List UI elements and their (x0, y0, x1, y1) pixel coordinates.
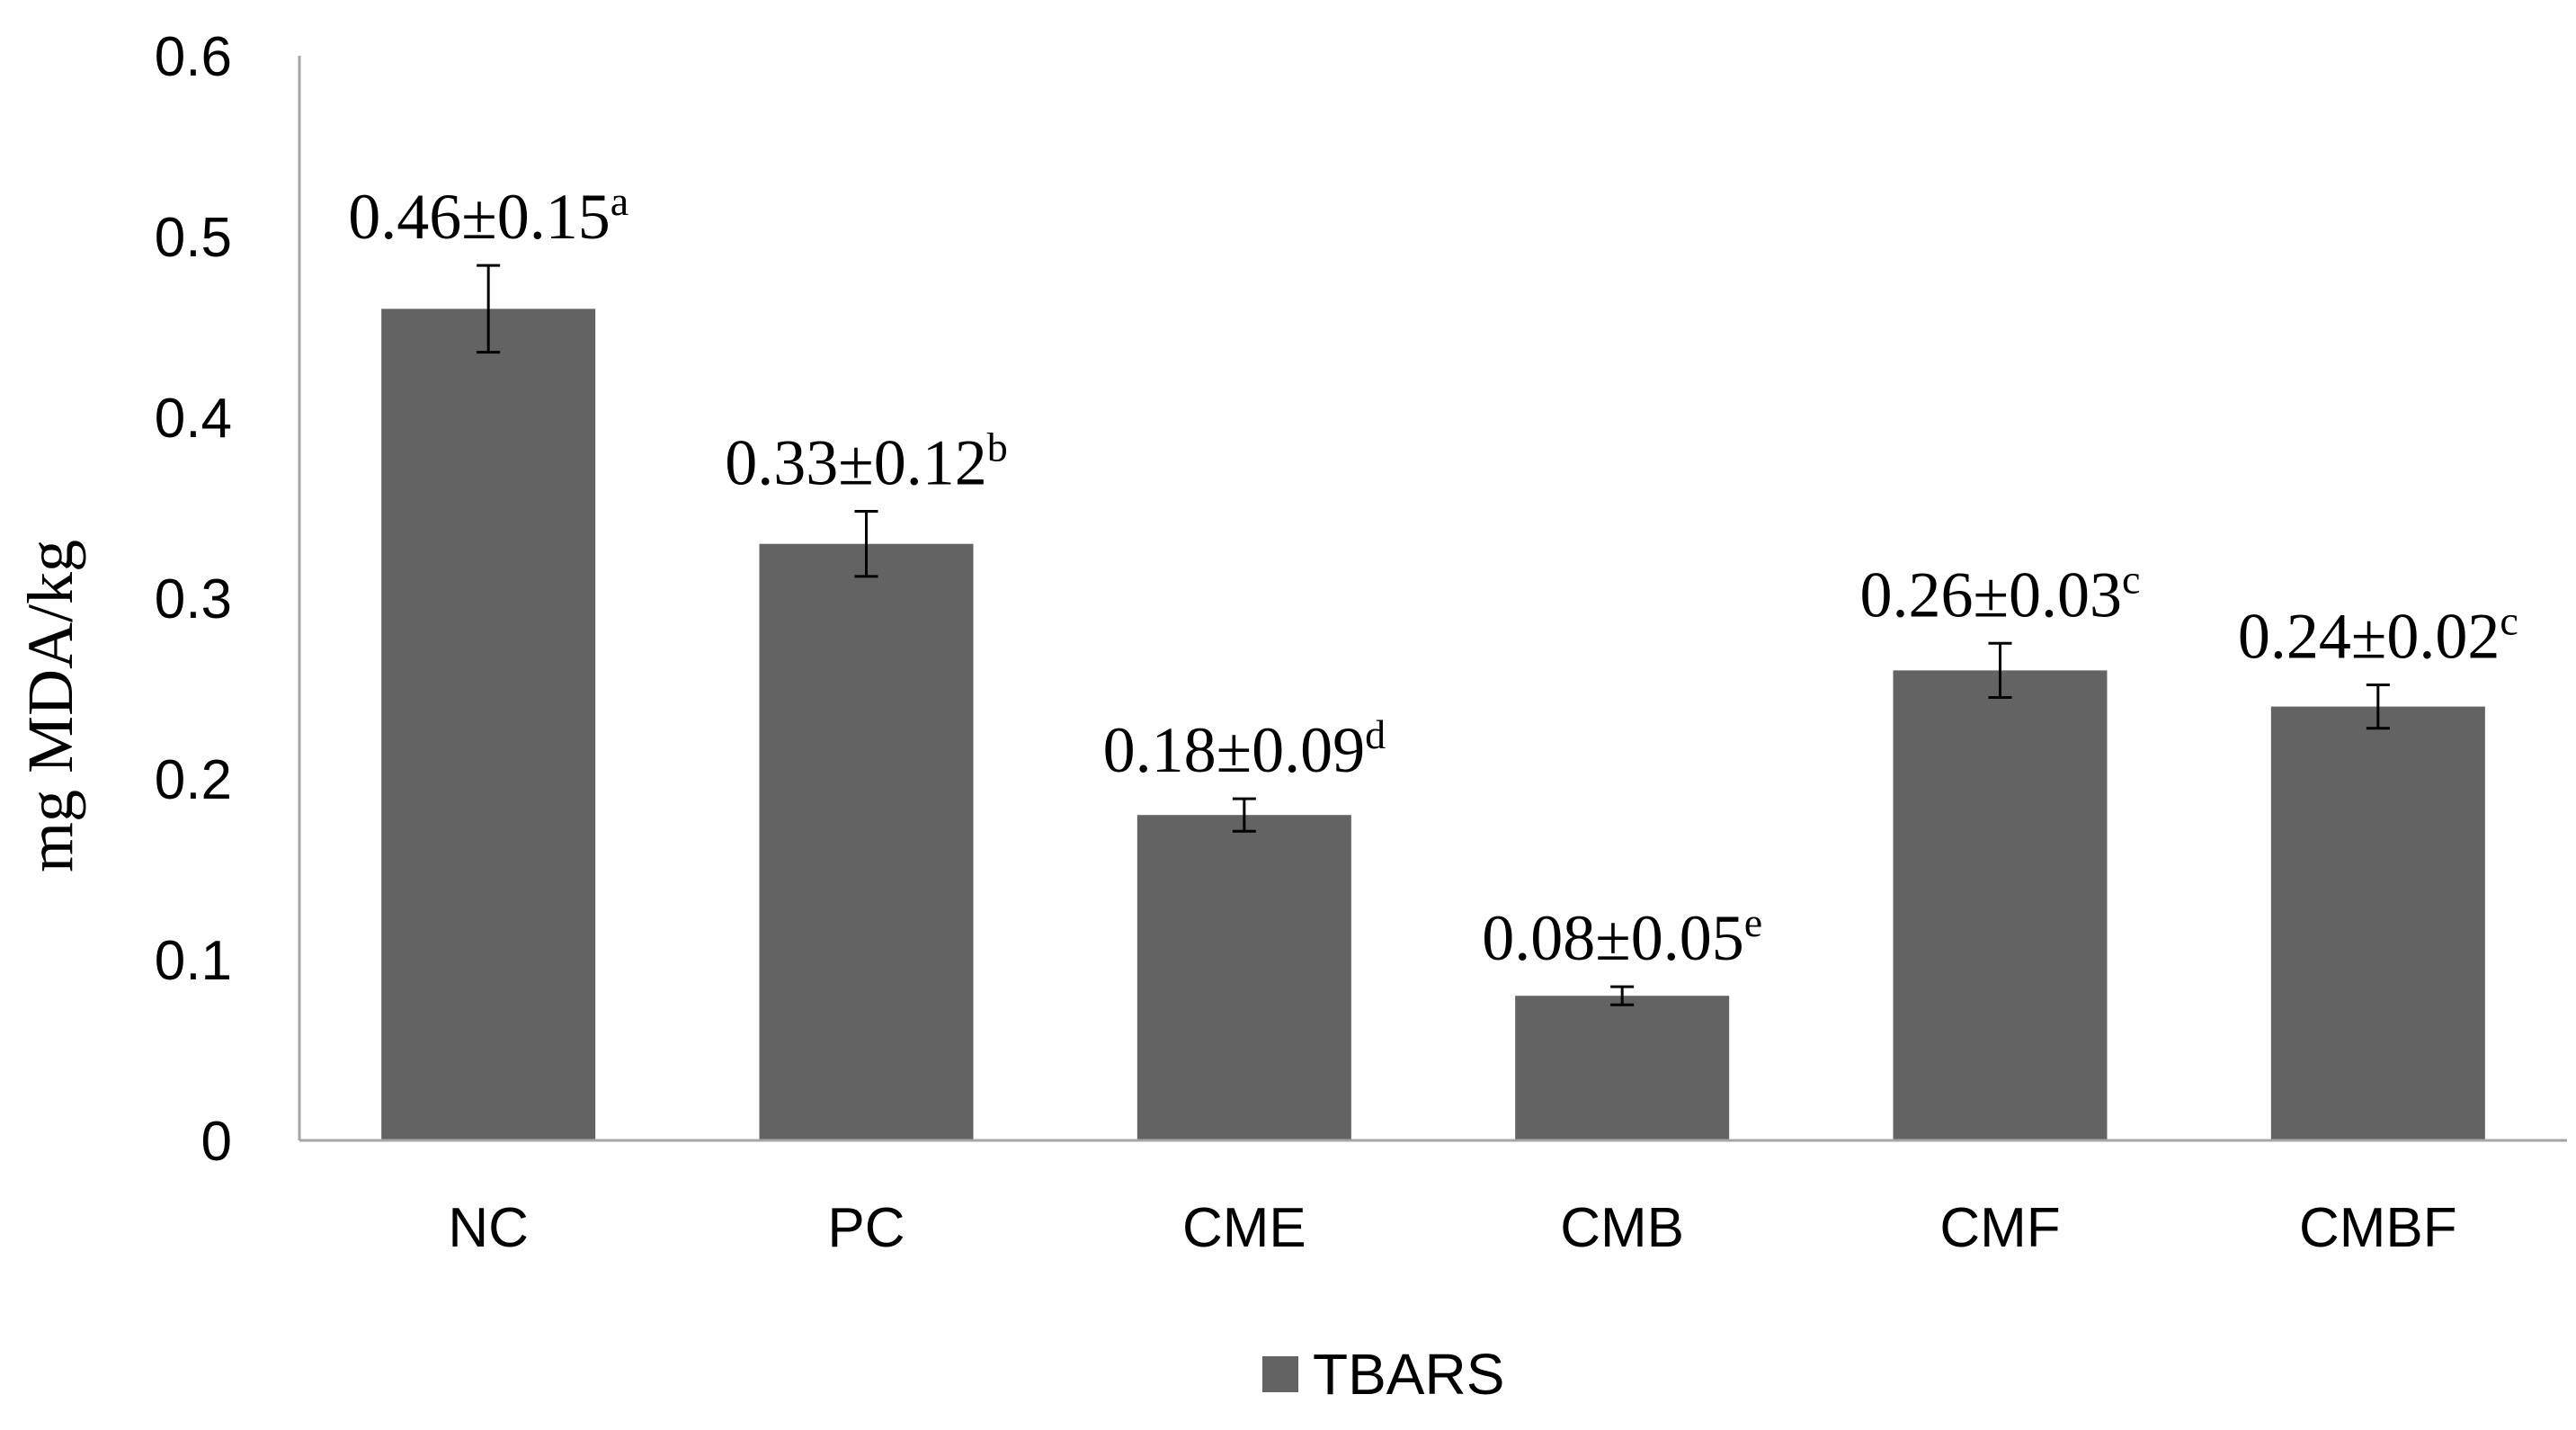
y-tick-label: 0.3 (155, 568, 232, 630)
legend: TBARS (1262, 1342, 1504, 1407)
error-bar-nc (477, 264, 501, 354)
legend-swatch-tbars (1262, 1356, 1298, 1392)
data-label-cmbf: 0.24±0.02c (2238, 597, 2518, 672)
data-label-cmf: 0.26±0.03c (1860, 556, 2141, 630)
data-label-nc: 0.46±0.15a (348, 178, 628, 253)
legend-label-tbars: TBARS (1313, 1342, 1504, 1407)
data-label-cmb: 0.08±0.05e (1482, 899, 1762, 974)
x-tick-label-cmbf: CMBF (2299, 1197, 2457, 1259)
bar-pc (759, 543, 974, 1140)
data-label-cme: 0.18±0.09d (1103, 711, 1386, 786)
y-tick-label: 0.2 (155, 749, 232, 811)
bar-cmf (1893, 670, 2108, 1140)
bar-nc (381, 308, 596, 1140)
x-tick-label-pc: PC (827, 1197, 905, 1259)
bar-cmb (1515, 996, 1730, 1140)
y-tick-label: 0.4 (155, 388, 232, 450)
error-bar-cmb (1610, 985, 1635, 1006)
bar-cme (1136, 815, 1351, 1140)
bars-layer (381, 264, 2485, 1140)
y-axis-title: mg MDA/kg (14, 540, 86, 872)
data-label-pc: 0.33±0.12b (725, 425, 1008, 499)
y-tick-label: 0.1 (155, 930, 232, 992)
labels-layer: 0.46±0.15a 0.33±0.12b 0.18±0.09d 0.08±0.05e… (348, 178, 2518, 974)
y-tick-label: 0.6 (155, 26, 232, 88)
x-tick-label-nc: NC (448, 1197, 529, 1259)
error-bar-cme (1232, 797, 1256, 833)
y-tick-label: 0.5 (155, 207, 232, 269)
error-bar-cmbf (2366, 683, 2390, 730)
error-bar-cmf (1988, 641, 2012, 700)
axes-layer: NC PC CME CMB CMF CMBF 0 0.1 0.2 0.3 0.4 0.5 0.6 (155, 26, 2567, 1259)
error-bar-pc (854, 510, 878, 578)
x-tick-label-cmb: CMB (1560, 1197, 1684, 1259)
bar-cmbf (2270, 706, 2485, 1140)
y-tick-label: 0 (201, 1111, 232, 1173)
x-tick-label-cme: CME (1182, 1197, 1306, 1259)
x-tick-label-cmf: CMF (1939, 1197, 2060, 1259)
